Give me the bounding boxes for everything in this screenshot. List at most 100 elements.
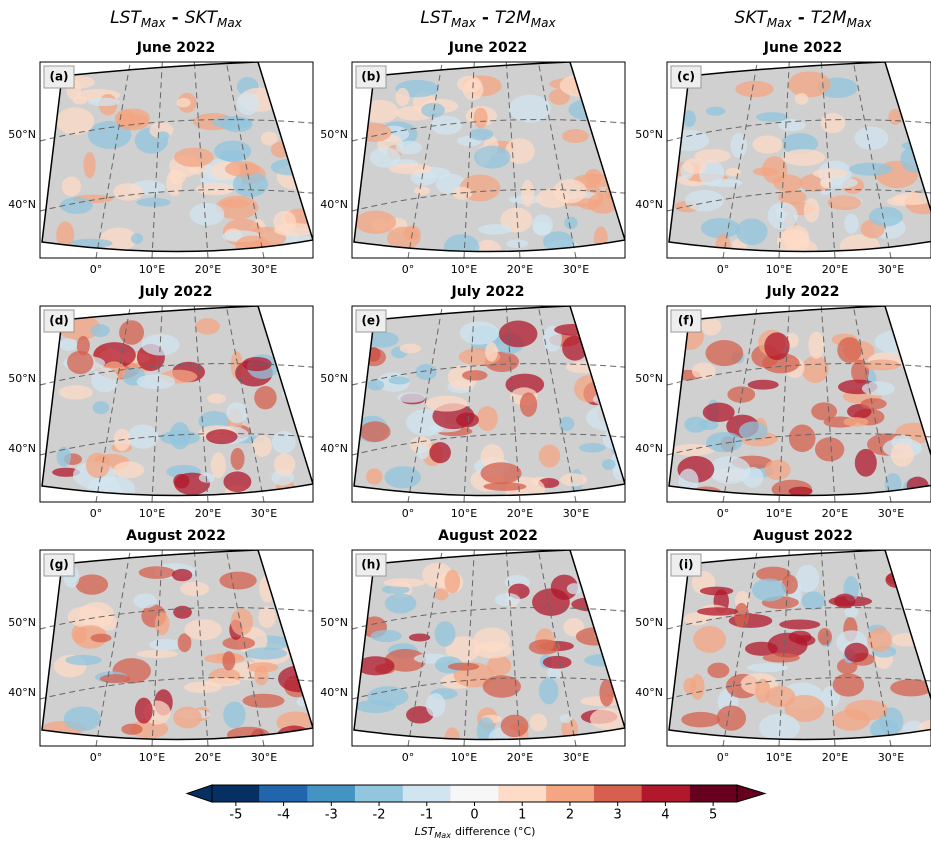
map-shading-patch <box>362 100 398 123</box>
map-shading-patch <box>844 643 868 663</box>
map-shading-patch <box>804 198 820 222</box>
map-shading-patch <box>137 374 175 389</box>
longitude-label: 30°E <box>251 263 277 276</box>
map-shading-patch <box>59 385 93 399</box>
colorbar-box <box>451 785 499 802</box>
map-shading-patch <box>736 219 768 246</box>
map-shading-patch <box>473 642 512 658</box>
map-shading-patch <box>768 202 798 230</box>
map-shading-patch <box>177 98 191 108</box>
map-shading-patch <box>885 572 909 588</box>
title-subscript: Max <box>847 16 873 30</box>
latitude-label: 50°N <box>320 128 348 141</box>
latitude-label: 40°N <box>320 442 348 455</box>
map-shading-patch <box>360 421 391 442</box>
map-shading-patch <box>890 679 931 696</box>
colorbar-tick-label: 1 <box>518 808 526 823</box>
map-shading-patch <box>742 467 764 488</box>
map-shading-patch <box>788 71 831 97</box>
map-shading-patch <box>703 403 735 422</box>
map-shading-patch <box>208 394 226 404</box>
map-shading-patch <box>795 93 808 105</box>
map-shading-patch <box>460 321 499 345</box>
title-part: LST <box>420 8 452 28</box>
map-shading-patch <box>384 466 421 488</box>
map-shading-patch <box>693 626 726 653</box>
map-shading-patch <box>855 127 889 150</box>
map-shading-patch <box>707 663 729 678</box>
map-shading-patch <box>899 92 919 116</box>
map-shading-patch <box>287 601 323 615</box>
longitude-label: 10°E <box>766 751 792 764</box>
map-shading-patch <box>914 97 931 122</box>
map-panel <box>40 296 353 503</box>
longitude-label: 10°E <box>766 507 792 520</box>
label-part: difference (°C) <box>455 825 535 838</box>
map-shading-patch <box>226 402 247 423</box>
map-shading-patch <box>706 432 742 452</box>
panel-label: (h) <box>361 558 381 572</box>
map-shading-patch <box>219 572 256 590</box>
map-panel <box>666 52 931 260</box>
map-shading-patch <box>844 417 869 427</box>
map-shading-patch <box>56 107 94 134</box>
map-shading-patch <box>710 179 742 187</box>
map-shading-patch <box>222 651 235 670</box>
map-shading-patch <box>543 656 572 669</box>
colorbar-extend <box>737 785 765 802</box>
map-shading-patch <box>855 449 877 477</box>
map-shading-patch <box>292 142 326 165</box>
colorbar-box <box>642 785 690 802</box>
map-shading-patch <box>131 233 143 244</box>
map-shading-patch <box>833 673 865 696</box>
map-shading-patch <box>253 435 272 457</box>
longitude-label: 0° <box>717 507 730 520</box>
longitude-label: 20°E <box>507 263 533 276</box>
map-shading-patch <box>815 437 844 461</box>
map-shading-patch <box>559 417 575 431</box>
latitude-label: 40°N <box>635 442 663 455</box>
map-shading-patch <box>288 243 311 253</box>
map-shading-patch <box>397 392 426 403</box>
colorbar-box <box>307 785 355 802</box>
map-shading-patch <box>278 665 321 692</box>
map-shading-patch <box>297 698 310 707</box>
map-shading-patch <box>474 108 488 129</box>
map-shading-patch <box>86 453 110 478</box>
colorbar-tick-label: -1 <box>420 808 433 823</box>
map-shading-patch <box>243 694 285 708</box>
map-shading-patch <box>917 148 931 157</box>
map-shading-patch <box>782 149 825 166</box>
colorbar-tick-label: -5 <box>229 808 242 823</box>
map-shading-patch <box>283 575 320 593</box>
map-shading-patch <box>789 425 816 453</box>
latitude-label: 50°N <box>635 128 663 141</box>
map-shading-patch <box>567 583 582 594</box>
map-shading-patch <box>478 224 512 234</box>
map-panel <box>667 540 931 746</box>
map-shading-patch <box>62 176 81 196</box>
map-shading-patch <box>477 406 498 431</box>
longitude-label: 20°E <box>195 507 221 520</box>
map-shading-patch <box>487 655 511 675</box>
panel-label: (e) <box>361 314 380 328</box>
map-shading-patch <box>521 180 534 207</box>
map-shading-patch <box>242 357 272 371</box>
map-shading-patch <box>501 715 529 738</box>
label-subscript: Max <box>434 831 451 840</box>
latitude-label: 40°N <box>8 686 36 699</box>
map-shading-patch <box>88 98 120 106</box>
map-shading-patch <box>444 234 480 261</box>
colorbar-label: LSTMaxdifference (°C) <box>415 825 536 840</box>
map-shading-patch <box>533 222 551 236</box>
map-shading-patch <box>485 342 498 362</box>
map-shading-patch <box>184 619 221 640</box>
map-shading-patch <box>896 82 917 100</box>
panel-title: June 2022 <box>763 40 842 56</box>
map-shading-patch <box>752 135 782 153</box>
map-shading-patch <box>445 727 460 746</box>
map-shading-patch <box>206 429 238 444</box>
longitude-label: 20°E <box>822 263 848 276</box>
map-shading-patch <box>205 678 241 687</box>
map-shading-patch <box>568 99 607 120</box>
